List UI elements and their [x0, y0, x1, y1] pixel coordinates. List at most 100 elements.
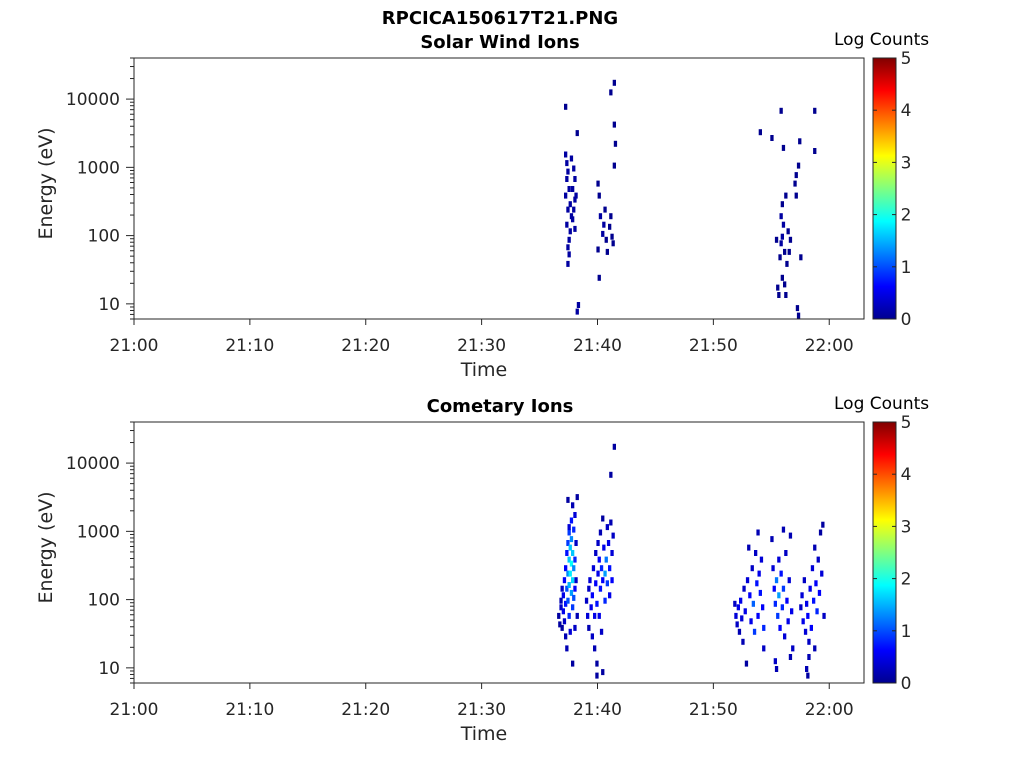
cometary-y-tick-label: 100	[88, 591, 120, 611]
cometary-data-cell	[564, 600, 568, 607]
cometary-x-tick-label: 22:00	[805, 700, 854, 720]
cometary-data-cell	[589, 604, 593, 611]
cometary-data-cell	[590, 592, 594, 599]
cometary-data-cell	[801, 618, 805, 625]
cometary-data-cell	[566, 496, 570, 503]
cometary-data-cell	[587, 624, 591, 631]
cometary-data-cell	[806, 612, 810, 619]
cometary-data-cell	[569, 560, 574, 567]
cometary-data-cell	[742, 585, 746, 592]
cometary-data-cell	[780, 604, 784, 611]
solar-wind-data-cell	[596, 180, 600, 187]
cometary-data-cell	[813, 645, 817, 652]
cometary-data-cell	[810, 565, 815, 572]
cometary-data-cell	[565, 550, 569, 556]
cometary-data-cell	[788, 654, 793, 660]
cometary-data-cell	[745, 577, 750, 584]
cometary-data-cell	[821, 521, 825, 528]
solar-wind-data-cell	[609, 89, 613, 96]
cometary-data-cell	[751, 600, 755, 607]
cometary-data-cell	[783, 633, 787, 640]
cometary-data-cell	[774, 666, 779, 672]
cometary-colorbar-tick-label: 4	[901, 465, 912, 485]
cometary-data-cell	[807, 638, 811, 645]
cometary-x-tick-label: 21:30	[457, 700, 506, 720]
cometary-data-cell	[740, 615, 744, 622]
solar-wind-colorbar-tick-label: 4	[901, 101, 912, 121]
cometary-data-cell	[601, 577, 605, 584]
cometary-data-cell	[572, 526, 576, 533]
cometary-data-cell	[586, 612, 590, 619]
cometary-data-cell	[567, 556, 571, 563]
cometary-data-cell	[744, 660, 749, 667]
cometary-data-cell	[568, 570, 572, 577]
cometary-data-cell	[566, 540, 570, 546]
solar-wind-panel: 21:00 21:10 21:20 21:30 21:40 21:50 22:0010100…	[35, 49, 911, 381]
cometary-data-cell	[770, 536, 774, 543]
cometary-data-cell	[595, 672, 599, 679]
cometary-data-cell	[595, 660, 599, 667]
solar-wind-colorbar-tick-label: 1	[901, 258, 912, 278]
cometary-data-cell	[820, 570, 824, 577]
cometary-data-cell	[598, 529, 603, 536]
solar-wind-data-cell	[794, 172, 798, 179]
cometary-data-cell	[787, 577, 791, 584]
cometary-data-cell	[571, 604, 575, 611]
cometary-data-cell	[758, 589, 762, 596]
solar-wind-data-cell	[575, 308, 579, 315]
cometary-data-cell	[584, 597, 589, 604]
cometary-data-cell	[608, 592, 612, 599]
cometary-data-cell	[573, 585, 577, 592]
cometary-data-cell	[774, 577, 779, 584]
solar-wind-data-cell	[573, 225, 577, 232]
cometary-data-cell	[574, 540, 578, 546]
cometary-data-cell	[817, 589, 822, 596]
cometary-data-cell	[802, 577, 806, 584]
cometary-data-cell	[803, 628, 808, 635]
cometary-data-cell	[574, 577, 578, 584]
solar-wind-data-cell	[779, 107, 783, 114]
cometary-data-cell	[748, 592, 752, 599]
cometary-data-cell	[596, 540, 600, 546]
solar-wind-data-cell	[565, 176, 569, 182]
cometary-data-cell	[567, 612, 571, 619]
solar-wind-data-cell	[786, 228, 790, 235]
solar-wind-data-cell	[597, 192, 601, 199]
solar-wind-data-cell	[568, 201, 572, 208]
solar-wind-data-cell	[566, 260, 570, 267]
cometary-data-cell	[791, 645, 795, 652]
solar-wind-x-tick-label: 21:00	[110, 336, 159, 356]
cometary-data-cell	[564, 633, 568, 640]
cometary-data-cell	[609, 519, 613, 526]
cometary-data-cell	[739, 597, 743, 604]
solar-wind-data-cell	[576, 302, 581, 308]
cometary-data-cell	[777, 592, 781, 599]
cometary-data-cell	[573, 624, 577, 631]
solar-wind-data-cell	[783, 281, 787, 288]
solar-wind-x-axis-label: Time	[460, 359, 508, 381]
solar-wind-data-cell	[611, 240, 615, 247]
cometary-data-cell	[815, 608, 819, 615]
cometary-data-cell	[818, 529, 823, 536]
solar-wind-x-tick-label: 21:50	[689, 336, 738, 356]
solar-wind-data-cell	[572, 206, 576, 213]
cometary-data-cell	[603, 597, 607, 604]
cometary-data-cell	[773, 600, 777, 607]
solar-wind-x-tick-label: 22:00	[805, 336, 854, 356]
cometary-axes-box	[133, 421, 865, 684]
solar-wind-data-cell	[597, 274, 601, 281]
solar-wind-data-cell	[796, 312, 801, 319]
cometary-colorbar-label: Log Counts	[834, 394, 930, 414]
cometary-data-cell	[610, 550, 614, 556]
solar-wind-data-cell	[605, 248, 609, 255]
cometary-data-cell	[567, 582, 571, 588]
solar-wind-data-cell	[603, 206, 607, 213]
figure-title: RPCICA150617T21.PNG	[381, 8, 619, 29]
solar-wind-data-cell	[779, 240, 783, 247]
cometary-data-cell	[805, 666, 809, 672]
cometary-x-axis-label: Time	[460, 723, 508, 745]
cometary-data-cell	[606, 540, 611, 546]
solar-wind-data-cell	[604, 236, 608, 243]
solar-wind-data-cell	[794, 192, 798, 199]
solar-wind-data-cell	[758, 129, 762, 136]
